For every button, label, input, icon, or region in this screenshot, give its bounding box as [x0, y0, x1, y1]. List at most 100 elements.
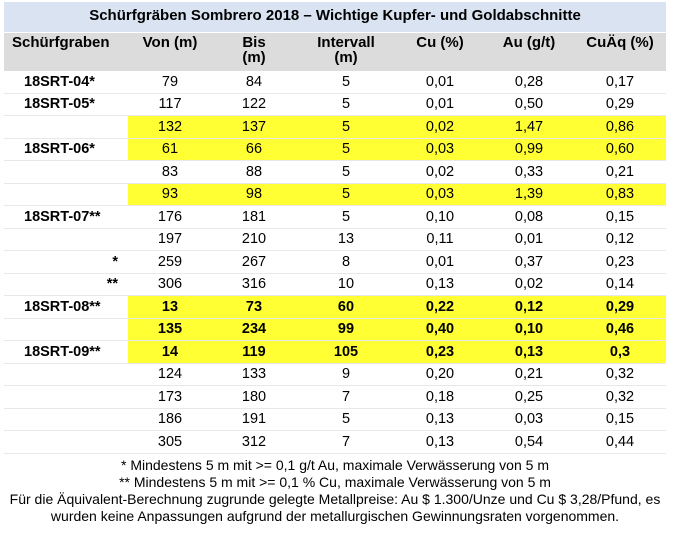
cell-from: 14 [128, 340, 212, 364]
cell-au: 0,10 [484, 318, 574, 341]
cell-from: 83 [128, 160, 212, 184]
cell-trench: 18SRT-04* [4, 71, 128, 94]
cell-cu: 0,03 [396, 138, 484, 161]
cell-to: 73 [212, 295, 296, 319]
footnote-gold: * Mindestens 5 m mit >= 0,1 g/t Au, maxi… [121, 456, 549, 473]
cell-cu: 0,13 [396, 273, 484, 296]
cell-from: 13 [128, 295, 212, 319]
results-table-container: Schürfgräben Sombrero 2018 – Wichtige Ku… [4, 2, 666, 525]
cell-cueq: 0,23 [574, 250, 666, 274]
cell-cu: 0,01 [396, 250, 484, 274]
table-title: Schürfgräben Sombrero 2018 – Wichtige Ku… [4, 2, 666, 33]
cell-trench [4, 430, 128, 454]
table-row: 135 234 99 0,40 0,10 0,46 [4, 318, 666, 341]
cell-from: 173 [128, 385, 212, 409]
cell-cu: 0,13 [396, 408, 484, 431]
cell-trench [4, 408, 128, 431]
cell-interval: 9 [296, 363, 396, 386]
cell-to: 181 [212, 205, 296, 229]
footnotes: * Mindestens 5 m mit >= 0,1 g/t Au, maxi… [4, 457, 666, 525]
table-row: * 259 267 8 0,01 0,37 0,23 [4, 250, 666, 274]
table-row: 18SRT-08** 13 73 60 0,22 0,12 0,29 [4, 295, 666, 319]
cell-to: 234 [212, 318, 296, 341]
cell-to: 122 [212, 93, 296, 116]
cell-cu: 0,13 [396, 430, 484, 454]
cell-cu: 0,20 [396, 363, 484, 386]
table-row: 132 137 5 0,02 1,47 0,86 [4, 115, 666, 139]
cell-cu: 0,01 [396, 93, 484, 116]
cell-cu: 0,22 [396, 295, 484, 319]
cell-interval: 5 [296, 205, 396, 229]
cell-to: 84 [212, 71, 296, 94]
cell-cueq: 0,83 [574, 183, 666, 206]
cell-cueq: 0,12 [574, 228, 666, 251]
cell-trench: * [4, 250, 128, 274]
table-row: 18SRT-07** 176 181 5 0,10 0,08 0,15 [4, 205, 666, 229]
cell-au: 0,13 [484, 340, 574, 364]
header-interval: Intervall (m) [296, 33, 396, 71]
cell-cu: 0,02 [396, 160, 484, 184]
cell-to: 119 [212, 340, 296, 364]
header-cueq: CuÄq (%) [574, 33, 666, 71]
results-table: Schürfgraben Von (m) Bis (m) Intervall (… [4, 33, 666, 454]
cell-interval: 5 [296, 71, 396, 94]
cell-to: 66 [212, 138, 296, 161]
cell-to: 133 [212, 363, 296, 386]
header-from: Von (m) [128, 33, 212, 71]
cell-cu: 0,03 [396, 183, 484, 206]
cell-trench: 18SRT-05* [4, 93, 128, 116]
cell-interval: 13 [296, 228, 396, 251]
header-trench: Schürfgraben [4, 33, 128, 71]
footnote-copper: ** Mindestens 5 m mit >= 0,1 % Cu, maxim… [119, 473, 551, 490]
cell-au: 0,25 [484, 385, 574, 409]
cell-to: 98 [212, 183, 296, 206]
cell-from: 93 [128, 183, 212, 206]
cell-from: 197 [128, 228, 212, 251]
table-row: 124 133 9 0,20 0,21 0,32 [4, 363, 666, 386]
cell-cueq: 0,29 [574, 295, 666, 319]
cell-cu: 0,11 [396, 228, 484, 251]
cell-trench: 18SRT-07** [4, 205, 128, 229]
cell-from: 124 [128, 363, 212, 386]
cell-cueq: 0,15 [574, 205, 666, 229]
cell-interval: 7 [296, 385, 396, 409]
cell-from: 132 [128, 115, 212, 139]
cell-interval: 5 [296, 115, 396, 139]
cell-from: 79 [128, 71, 212, 94]
cell-interval: 5 [296, 183, 396, 206]
cell-trench: 18SRT-06* [4, 138, 128, 161]
table-row: 93 98 5 0,03 1,39 0,83 [4, 183, 666, 206]
cell-to: 312 [212, 430, 296, 454]
table-row: ** 306 316 10 0,13 0,02 0,14 [4, 273, 666, 296]
cell-interval: 5 [296, 408, 396, 431]
cell-cueq: 0,17 [574, 71, 666, 94]
cell-au: 0,08 [484, 205, 574, 229]
cell-trench [4, 115, 128, 139]
table-row: 18SRT-09** 14 119 105 0,23 0,13 0,3 [4, 340, 666, 364]
cell-cu: 0,10 [396, 205, 484, 229]
cell-from: 259 [128, 250, 212, 274]
cell-interval: 7 [296, 430, 396, 454]
cell-cu: 0,02 [396, 115, 484, 139]
cell-cueq: 0,15 [574, 408, 666, 431]
cell-cueq: 0,46 [574, 318, 666, 341]
cell-trench: 18SRT-08** [4, 295, 128, 319]
cell-interval: 99 [296, 318, 396, 341]
cell-to: 267 [212, 250, 296, 274]
cell-interval: 105 [296, 340, 396, 364]
cell-from: 176 [128, 205, 212, 229]
cell-to: 210 [212, 228, 296, 251]
cell-to: 316 [212, 273, 296, 296]
cell-from: 306 [128, 273, 212, 296]
footnote-metal-prices: Für die Äquivalent-Berechnung zugrunde g… [9, 490, 661, 524]
cell-cueq: 0,29 [574, 93, 666, 116]
table-row: 83 88 5 0,02 0,33 0,21 [4, 160, 666, 184]
table-row: 18SRT-05* 117 122 5 0,01 0,50 0,29 [4, 93, 666, 116]
cell-interval: 5 [296, 93, 396, 116]
cell-cueq: 0,32 [574, 363, 666, 386]
header-row: Schürfgraben Von (m) Bis (m) Intervall (… [4, 33, 666, 71]
cell-cueq: 0,86 [574, 115, 666, 139]
cell-interval: 10 [296, 273, 396, 296]
table-row: 18SRT-04* 79 84 5 0,01 0,28 0,17 [4, 71, 666, 94]
cell-interval: 8 [296, 250, 396, 274]
